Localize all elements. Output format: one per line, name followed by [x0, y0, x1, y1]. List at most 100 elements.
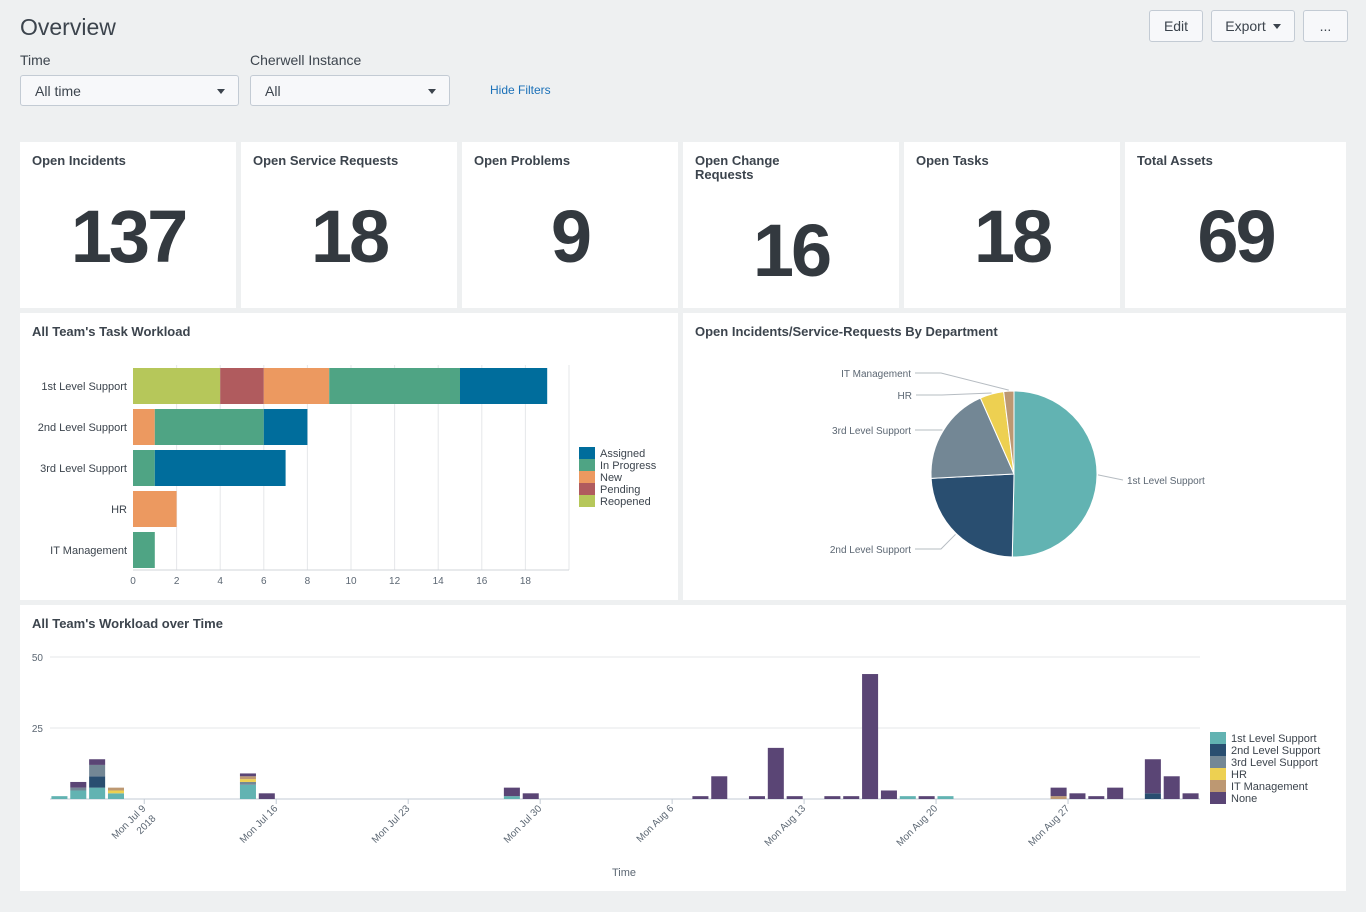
- bar-1st-level-support: [107, 793, 124, 799]
- bar-none: [1144, 759, 1161, 794]
- legend-swatch-reopened: [579, 495, 595, 507]
- kpi-open-change-requests: Open Change Requests 16: [683, 142, 899, 308]
- x-tick-label: 2: [174, 576, 180, 587]
- bar-1st-level-support: [51, 796, 68, 799]
- bar-3rd-level-support: [89, 764, 106, 777]
- legend-label-hr: HR: [1231, 769, 1247, 781]
- bar-1st-level-support: [89, 787, 106, 799]
- bar-1st-level-support: [937, 796, 954, 799]
- department-pie-panel: Open Incidents/Service-Requests By Depar…: [683, 313, 1346, 600]
- pie-leader-line: [915, 533, 956, 550]
- bar-reopened: [133, 368, 221, 404]
- kpi-title: Total Assets: [1137, 153, 1213, 168]
- bar-none: [880, 790, 897, 799]
- kpi-value: 18: [973, 195, 1053, 278]
- panel-title: All Team's Task Workload: [32, 324, 191, 339]
- x-tick-label: 14: [433, 576, 445, 587]
- x-tick-label: Mon Aug 13: [763, 803, 809, 849]
- y-category-label: IT Management: [50, 545, 127, 557]
- legend-swatch-none: [1210, 792, 1226, 804]
- chevron-down-icon: [1272, 23, 1281, 29]
- instance-filter-value: All: [265, 82, 281, 99]
- legend-swatch-2nd-level-support: [1210, 744, 1226, 756]
- kpi-open-incidents: Open Incidents 137: [20, 142, 236, 308]
- bar-new: [133, 491, 177, 527]
- kpi-title: Open Tasks: [916, 153, 989, 168]
- bar-assigned: [263, 409, 308, 445]
- legend-label-assigned: Assigned: [600, 448, 645, 460]
- x-tick-label: Mon Jul 30: [502, 803, 545, 846]
- bar-in-progress: [154, 409, 264, 445]
- y-category-label: HR: [111, 504, 127, 516]
- more-actions-label: ...: [1319, 18, 1332, 34]
- pie-slice-it-management: [1003, 390, 1015, 475]
- kpi-value: 69: [1197, 195, 1276, 278]
- x-tick-label: Mon Aug 20: [895, 803, 941, 849]
- legend-swatch-new: [579, 471, 595, 483]
- bar-none: [692, 796, 709, 799]
- legend-label-1st-level-support: 1st Level Support: [1231, 733, 1317, 745]
- instance-filter-label: Cherwell Instance: [250, 52, 362, 68]
- bar-in-progress: [133, 450, 155, 486]
- bar-pending: [220, 368, 264, 404]
- workload-over-time-panel: All Team's Workload over Time 25 50 Mon Ju…: [20, 605, 1346, 891]
- edit-button[interactable]: Edit: [1149, 10, 1203, 42]
- panel-title: Open Incidents/Service-Requests By Depar…: [695, 324, 998, 339]
- bar-none: [1163, 776, 1180, 799]
- hide-filters-link[interactable]: Hide Filters: [490, 83, 551, 97]
- y-tick-label: 25: [32, 724, 44, 735]
- bar-2nd-level-support: [89, 776, 106, 788]
- x-tick-label: 4: [217, 576, 223, 587]
- kpi-title: Open Change Requests: [695, 153, 780, 182]
- x-tick-label: 0: [130, 576, 136, 587]
- y-tick-label: 50: [32, 653, 44, 664]
- bar-none: [711, 776, 728, 799]
- y-category-label: 3rd Level Support: [40, 463, 127, 475]
- kpi-title: Open Service Requests: [253, 153, 399, 168]
- bar-1st-level-support: [899, 796, 916, 799]
- bar-2nd-level-support: [1144, 793, 1161, 799]
- pie-label-2nd-level-support: 2nd Level Support: [830, 545, 911, 556]
- bar-none: [1050, 787, 1067, 797]
- pie-slice-1st-level-support: [1011, 390, 1098, 558]
- task-workload-chart: 0 2 4 6 8 10 12 14 16 18 1st Level Support 2nd Leve…: [38, 365, 657, 587]
- bar-hr: [239, 779, 256, 782]
- time-filter-select[interactable]: All time: [20, 75, 239, 106]
- kpi-title: Open Incidents: [32, 153, 126, 168]
- bar-3rd-level-support: [70, 787, 87, 791]
- y-category-label: 2nd Level Support: [38, 422, 127, 434]
- kpi-total-assets: Total Assets 69: [1125, 142, 1346, 308]
- kpi-value: 16: [752, 209, 832, 292]
- bar-none: [824, 796, 841, 799]
- bar-it-management: [239, 776, 256, 780]
- bar-3rd-level-support: [239, 781, 256, 785]
- legend-label-it-management: IT Management: [1231, 781, 1308, 793]
- legend-label-none: None: [1231, 793, 1257, 805]
- legend-swatch-3rd-level-support: [1210, 756, 1226, 768]
- pie-label-3rd-level-support: 3rd Level Support: [832, 426, 911, 437]
- bar-none: [89, 759, 106, 765]
- kpi-open-service-requests: Open Service Requests 18: [241, 142, 457, 308]
- bar-none: [786, 796, 803, 799]
- pie-slice-3rd-level-support: [930, 397, 1015, 479]
- instance-filter-select[interactable]: All: [250, 75, 450, 106]
- y-category-label: 1st Level Support: [41, 381, 127, 393]
- legend-label-2nd-level-support: 2nd Level Support: [1231, 745, 1320, 757]
- export-button[interactable]: Export: [1211, 10, 1295, 42]
- more-actions-button[interactable]: ...: [1303, 10, 1348, 42]
- bar-1st-level-support: [239, 784, 256, 799]
- bar-none: [1069, 793, 1086, 799]
- legend-swatch-pending: [579, 483, 595, 495]
- legend-swatch-1st-level-support: [1210, 732, 1226, 744]
- pie-label-1st-level-support: 1st Level Support: [1127, 476, 1205, 487]
- pie-leader-line: [915, 372, 1009, 391]
- panel-title: All Team's Workload over Time: [32, 616, 223, 631]
- chevron-down-icon: [217, 89, 225, 94]
- bar-assigned: [460, 368, 548, 404]
- bar-assigned: [154, 450, 286, 486]
- x-tick-label: Mon Jul 23: [370, 803, 413, 846]
- kpi-title: Open Problems: [474, 153, 571, 168]
- legend-swatch-in-progress: [579, 459, 595, 471]
- bar-hr: [107, 790, 124, 794]
